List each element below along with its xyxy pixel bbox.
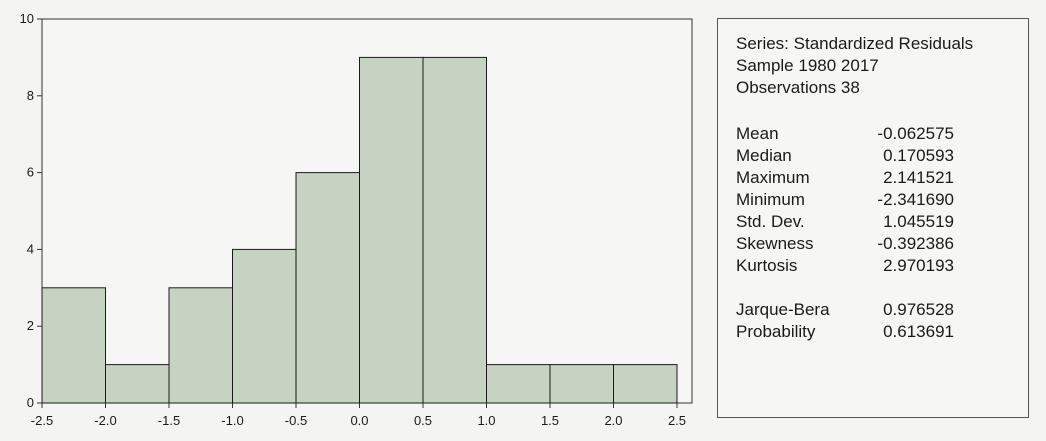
stat-spacer bbox=[736, 277, 954, 299]
stat-label: Minimum bbox=[736, 190, 805, 209]
stat-value: -0.392386 bbox=[877, 234, 954, 253]
histogram-bar bbox=[168, 287, 233, 404]
x-tick-label: 1.0 bbox=[477, 413, 495, 428]
stat-value: 2.141521 bbox=[883, 168, 954, 187]
stat-row-median: Median 0.170593 bbox=[736, 145, 954, 167]
y-tick-label: 0 bbox=[27, 395, 34, 410]
stat-label: Mean bbox=[736, 124, 779, 143]
stat-label: Std. Dev. bbox=[736, 212, 805, 231]
histogram-bars bbox=[41, 56, 678, 404]
stat-row-mean: Mean -0.062575 bbox=[736, 123, 954, 145]
x-tick-label: -1.5 bbox=[158, 413, 180, 428]
y-tick-label: 2 bbox=[27, 318, 34, 333]
stat-value: -0.062575 bbox=[877, 124, 954, 143]
stat-label: Jarque-Bera bbox=[736, 300, 830, 319]
stat-value: 0.613691 bbox=[883, 322, 954, 341]
series-name: Series: Standardized Residuals bbox=[736, 34, 974, 53]
stat-row-minimum: Minimum -2.341690 bbox=[736, 189, 954, 211]
histogram-bar bbox=[486, 364, 551, 404]
histogram-bar bbox=[422, 56, 487, 404]
histogram-bar bbox=[232, 248, 297, 404]
stat-label: Maximum bbox=[736, 168, 810, 187]
histogram-bar bbox=[359, 56, 424, 404]
y-tick-label: 10 bbox=[20, 11, 34, 26]
stat-label: Kurtosis bbox=[736, 256, 798, 275]
sample-range: Sample 1980 2017 bbox=[736, 56, 879, 75]
histogram-bar bbox=[549, 364, 614, 404]
stat-row-kurtosis: Kurtosis 2.970193 bbox=[736, 255, 954, 277]
histogram-bar bbox=[105, 364, 170, 404]
statistics-table: Mean -0.062575 Median 0.170593 Maximum 2.1415… bbox=[736, 123, 954, 343]
stat-row-jarque-bera: Jarque-Bera 0.976528 bbox=[736, 299, 954, 321]
stat-value: 1.045519 bbox=[883, 212, 954, 231]
x-tick-label: -2.0 bbox=[94, 413, 116, 428]
y-tick-label: 6 bbox=[27, 165, 34, 180]
x-tick-label: -0.5 bbox=[285, 413, 307, 428]
histogram-chart: 0 2 4 6 8 10 -2.5 -2.0 -1.5 -1.0 -0.5 0.0 0.5 1.0 1.5… bbox=[20, 11, 693, 428]
stat-row-skewness: Skewness -0.392386 bbox=[736, 233, 954, 255]
descriptive-statistics-panel: Series: Standardized Residuals Sample 19… bbox=[717, 18, 1029, 418]
histogram-bar bbox=[295, 172, 360, 404]
x-tick-label: -2.5 bbox=[31, 413, 53, 428]
y-tick-label: 8 bbox=[27, 88, 34, 103]
stat-value: 0.976528 bbox=[883, 300, 954, 319]
stat-value: 2.970193 bbox=[883, 256, 954, 275]
stat-row-std-dev: Std. Dev. 1.045519 bbox=[736, 211, 954, 233]
y-axis: 0 2 4 6 8 10 bbox=[20, 11, 42, 410]
stat-label: Median bbox=[736, 146, 792, 165]
y-tick-label: 4 bbox=[27, 241, 34, 256]
x-axis: -2.5 -2.0 -1.5 -1.0 -0.5 0.0 0.5 1.0 1.5 2.0 2.5 bbox=[31, 403, 686, 428]
x-tick-label: 0.0 bbox=[350, 413, 368, 428]
x-tick-label: 2.0 bbox=[604, 413, 622, 428]
x-tick-label: 2.5 bbox=[668, 413, 686, 428]
observation-count: Observations 38 bbox=[736, 78, 860, 97]
stat-label: Probability bbox=[736, 322, 816, 341]
stat-value: -2.341690 bbox=[877, 190, 954, 209]
stat-row-maximum: Maximum 2.141521 bbox=[736, 167, 954, 189]
histogram-bar bbox=[613, 364, 678, 404]
stat-label: Skewness bbox=[736, 234, 814, 253]
histogram-bar bbox=[41, 287, 106, 404]
stat-row-probability: Probability 0.613691 bbox=[736, 321, 954, 343]
stat-value: 0.170593 bbox=[883, 146, 954, 165]
x-tick-label: 1.5 bbox=[541, 413, 559, 428]
x-tick-label: -1.0 bbox=[221, 413, 243, 428]
x-tick-label: 0.5 bbox=[414, 413, 432, 428]
